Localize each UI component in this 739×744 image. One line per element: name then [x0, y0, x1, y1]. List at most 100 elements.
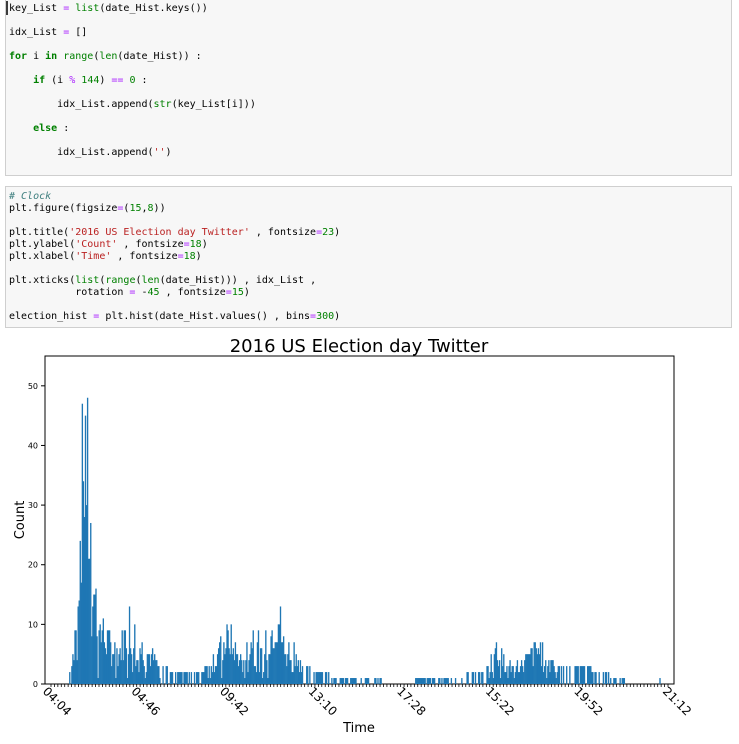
histogram-bar	[313, 672, 315, 684]
histogram-bar	[86, 397, 89, 684]
histogram-bar	[490, 654, 492, 684]
histogram-bar	[74, 630, 76, 684]
histogram-bar	[530, 648, 532, 684]
histogram-chart: 2016 US Election day Twitter 0 10 20 30 40 50…	[13, 336, 694, 736]
histogram-bar	[133, 648, 135, 684]
histogram-bar	[527, 654, 529, 684]
histogram-bar	[307, 666, 309, 684]
histogram-bar	[205, 666, 207, 684]
histogram-bar	[77, 606, 79, 684]
code-line: plt.xlabel('Time' , fontsize=18)	[9, 251, 202, 262]
histogram-bar	[614, 678, 616, 684]
histogram-bar	[80, 582, 82, 684]
histogram-bar	[287, 654, 289, 684]
code-cell-1[interactable]: key_List = list(date_Hist.keys()) idx_Lis…	[5, 0, 732, 176]
histogram-bar	[139, 648, 141, 684]
histogram-bar	[69, 672, 71, 684]
histogram-bar	[298, 672, 301, 684]
histogram-bar	[285, 654, 287, 684]
histogram-bar	[492, 678, 494, 684]
histogram-bar	[293, 642, 295, 684]
histogram-bar	[232, 648, 234, 684]
histogram-bar	[494, 648, 497, 684]
histogram-bar	[341, 678, 344, 684]
histogram-bar	[551, 660, 553, 684]
histogram-bar	[501, 648, 503, 684]
code-cell-2[interactable]: # Clock plt.figure(figsize=(15,8)) plt.tit…	[5, 186, 732, 328]
histogram-bar	[375, 678, 377, 684]
histogram-bar	[282, 636, 285, 684]
histogram-bar	[255, 672, 258, 684]
histogram-bar	[579, 666, 581, 684]
histogram-bar	[215, 666, 218, 684]
histogram-bar	[529, 654, 531, 684]
histogram-bar	[252, 630, 254, 684]
code-line: idx_List.append(str(key_List[i]))	[9, 99, 256, 110]
histogram-bar	[588, 666, 590, 684]
histogram-bar	[243, 660, 245, 684]
histogram-bar	[508, 666, 510, 684]
histogram-bar	[615, 678, 617, 684]
histogram-bar	[353, 678, 355, 684]
histogram-bar	[251, 648, 253, 684]
histogram-bar	[547, 666, 549, 684]
histogram-bar	[104, 648, 107, 684]
histogram-bar	[539, 642, 542, 684]
histogram-bar	[498, 660, 501, 684]
histogram-bar	[537, 648, 540, 684]
histogram-bar	[236, 654, 239, 684]
histogram-bar	[315, 672, 317, 684]
histogram-bar	[482, 672, 484, 684]
histogram-bar	[509, 660, 511, 684]
histogram-bar	[281, 642, 284, 684]
histogram-bar	[93, 594, 95, 684]
histogram-bar	[454, 678, 457, 684]
histogram-bar	[605, 672, 608, 684]
histogram-bar	[352, 678, 354, 684]
histogram-bar	[467, 672, 469, 684]
histogram-bar	[207, 678, 209, 684]
histogram-bar	[147, 654, 150, 684]
histogram-bar	[256, 642, 259, 684]
histogram-bar	[299, 660, 302, 684]
histogram-bar	[503, 654, 505, 684]
histogram-bar	[248, 660, 250, 684]
histogram-bar	[443, 678, 445, 684]
x-axis-ticks: 04:04 04:46 09:42 13:10 17:28 15:22 19:52 21:12	[40, 684, 694, 719]
histogram-bar	[306, 666, 308, 684]
histogram-bar	[119, 648, 121, 684]
histogram-bar	[132, 672, 134, 684]
histogram-bar	[100, 642, 102, 684]
histogram-bar	[511, 666, 513, 684]
histogram-bar	[158, 666, 160, 684]
histogram-bar	[354, 678, 356, 684]
histogram-bar	[174, 672, 177, 684]
histogram-bar	[504, 672, 506, 684]
histogram-bar	[355, 678, 357, 684]
histogram-bar	[202, 672, 204, 684]
histogram-bar	[506, 666, 508, 684]
histogram-bar	[562, 666, 565, 684]
histogram-bar	[495, 642, 498, 684]
histogram-bar	[432, 678, 435, 684]
histogram-bar	[125, 648, 128, 684]
histogram-bar	[553, 666, 555, 684]
histogram-bar	[575, 666, 577, 684]
histogram-bar	[286, 666, 288, 684]
histogram-bar	[276, 642, 279, 684]
histogram-bar	[143, 666, 145, 684]
histogram-bar	[267, 678, 269, 684]
x-tick-label: 13:10	[306, 684, 340, 718]
histogram-bar	[234, 642, 237, 684]
histogram-bar	[351, 678, 353, 684]
histogram-bar	[444, 678, 446, 684]
histogram-bar	[245, 660, 247, 684]
code-line: # Clock	[9, 191, 52, 202]
histogram-bar	[548, 660, 550, 684]
code-line: if (i % 144) == 0 :	[33, 75, 148, 86]
x-tick-label: 15:22	[483, 684, 517, 718]
histogram-bar	[95, 588, 97, 684]
histogram-bar	[197, 672, 199, 684]
y-tick-label: 50	[28, 382, 38, 391]
histogram-bar	[526, 654, 528, 684]
